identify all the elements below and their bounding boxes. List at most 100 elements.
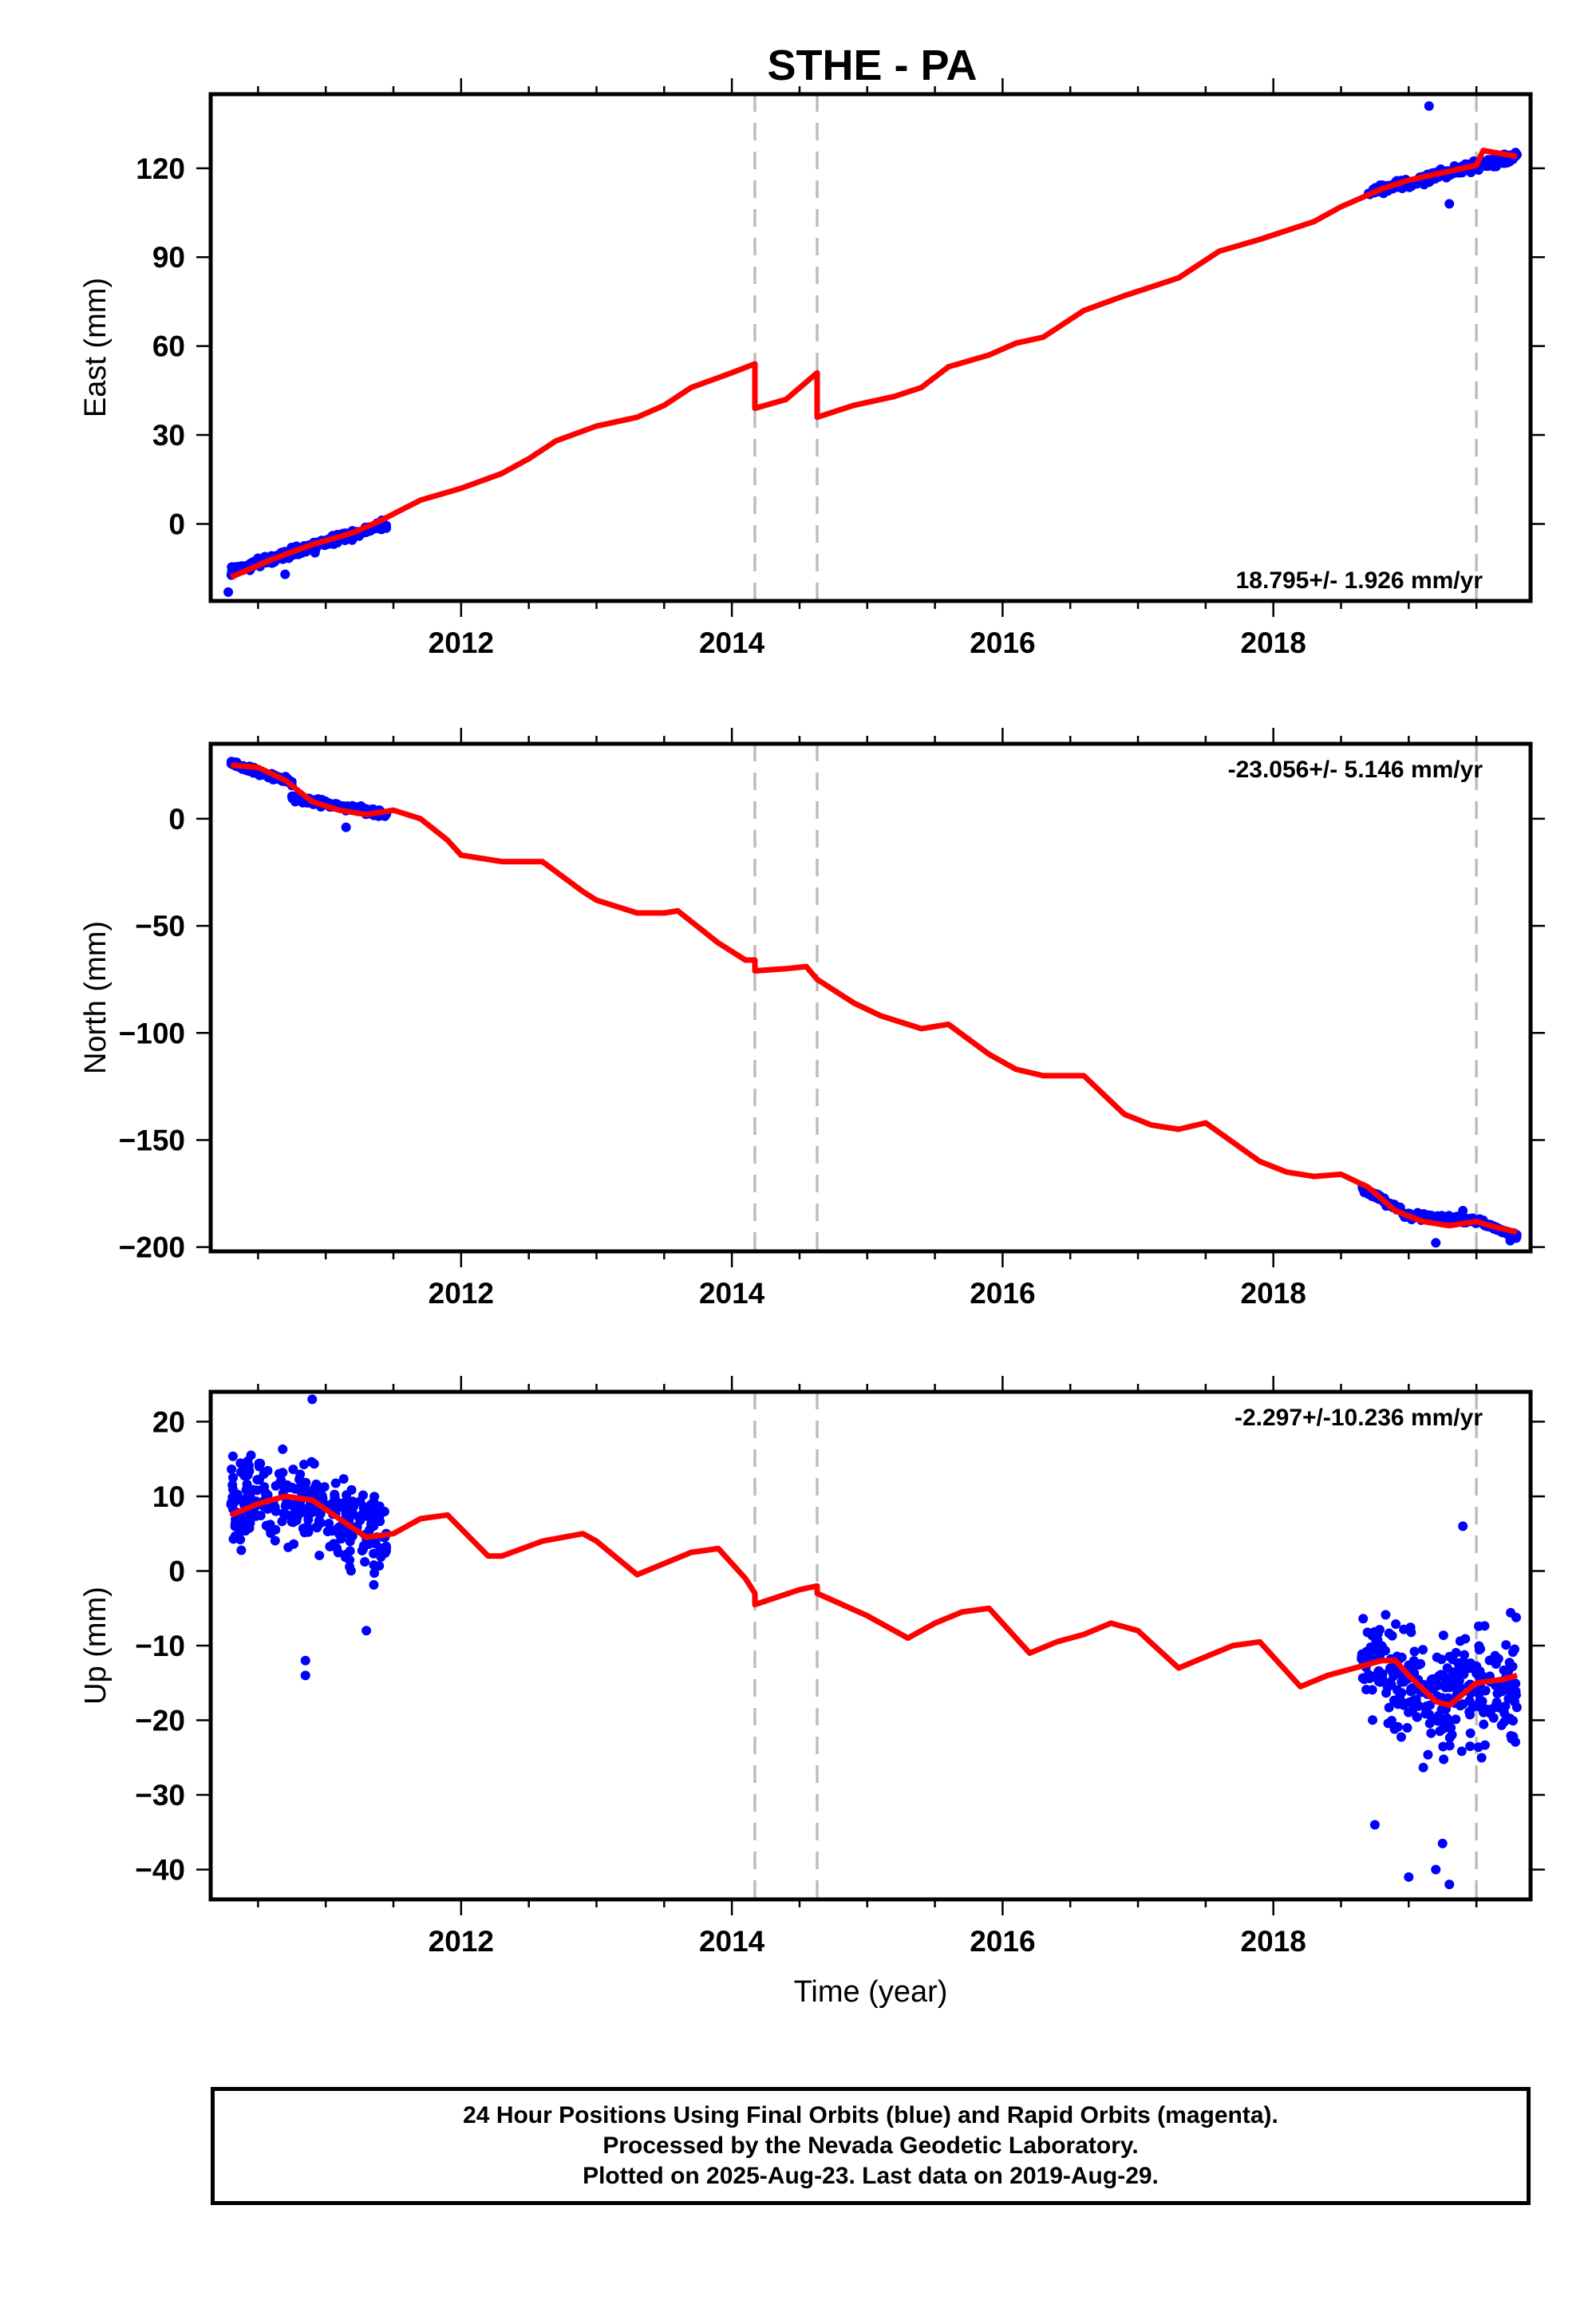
y-tick-label: 90 <box>152 241 185 274</box>
data-point <box>1495 1702 1505 1713</box>
data-point <box>1438 1630 1448 1641</box>
data-point <box>1438 1670 1448 1681</box>
data-point <box>360 1557 370 1567</box>
data-point <box>1474 1641 1484 1651</box>
data-point <box>1465 1709 1476 1720</box>
data-point <box>366 1505 377 1516</box>
data-point <box>1431 1864 1441 1875</box>
data-point <box>1487 161 1498 172</box>
data-point <box>340 1552 350 1563</box>
data-point <box>1398 1700 1408 1710</box>
data-point <box>1396 1677 1407 1687</box>
data-point <box>1492 1689 1503 1699</box>
data-point <box>1366 1672 1377 1682</box>
data-point <box>235 1458 246 1468</box>
data-point <box>1444 1741 1455 1751</box>
y-tick-label: 0 <box>168 508 185 540</box>
data-point <box>263 1490 273 1500</box>
data-point <box>1423 1749 1433 1760</box>
data-point <box>255 1511 266 1521</box>
data-point <box>1399 1624 1409 1634</box>
y-tick-label: 0 <box>168 1555 185 1587</box>
y-axis-label: East (mm) <box>79 278 113 417</box>
x-tick-label: 2014 <box>699 1277 765 1310</box>
data-point <box>1456 1701 1466 1711</box>
data-point <box>1369 1820 1380 1830</box>
data-point <box>283 1542 294 1552</box>
data-point <box>381 523 392 533</box>
data-point <box>1389 1695 1399 1705</box>
footer-line-orbits: 24 Hour Positions Using Final Orbits (bl… <box>463 2102 1278 2128</box>
data-point <box>1444 1651 1455 1662</box>
data-point <box>302 1521 313 1531</box>
data-point <box>1384 1702 1394 1713</box>
data-point <box>338 1474 349 1484</box>
data-point <box>1511 1612 1521 1622</box>
data-point <box>1431 1238 1441 1248</box>
data-point <box>1465 1741 1476 1752</box>
data-point <box>1505 1235 1515 1246</box>
data-point <box>341 822 351 832</box>
data-point <box>1437 1838 1448 1848</box>
data-point <box>1406 1627 1416 1638</box>
data-point <box>1509 1694 1519 1705</box>
data-point <box>228 1484 239 1495</box>
data-point <box>369 1579 379 1590</box>
data-point <box>346 1510 357 1520</box>
data-point <box>1458 1521 1468 1531</box>
data-point <box>1418 1762 1428 1773</box>
data-point <box>1439 1214 1449 1224</box>
y-tick-label: −30 <box>135 1779 185 1812</box>
data-point <box>1456 1746 1467 1757</box>
y-axis-label: Up (mm) <box>79 1587 113 1705</box>
data-point <box>346 1499 356 1509</box>
data-point <box>1389 1724 1400 1734</box>
data-point <box>263 1465 273 1476</box>
y-tick-label: 60 <box>152 330 185 363</box>
data-point <box>322 1526 333 1536</box>
plot-frame <box>208 1389 1533 1902</box>
data-point <box>369 1567 380 1578</box>
data-point <box>1488 1713 1499 1723</box>
x-tick-label: 2014 <box>699 1925 765 1958</box>
data-point <box>1455 1682 1465 1693</box>
plot-frame <box>208 741 1533 1254</box>
y-tick-label: 30 <box>152 419 185 452</box>
data-point <box>1426 1674 1436 1685</box>
data-point <box>228 1472 239 1483</box>
data-point <box>345 1536 355 1547</box>
data-point <box>1384 1628 1394 1638</box>
y-tick-label: −50 <box>135 910 185 943</box>
data-point <box>1439 1754 1449 1765</box>
data-point <box>1381 1610 1391 1620</box>
data-point <box>233 1493 243 1504</box>
data-point <box>261 1520 271 1531</box>
data-point <box>242 1479 252 1489</box>
east-panel: 2012 2014 2016 2018 0 30 60 90 120 East (mm) 18.79… <box>79 78 1545 659</box>
data-point <box>227 1464 237 1474</box>
data-point <box>1433 1710 1444 1721</box>
north-panel: 2012 2014 2016 2018 0 −50 −100 −150 −200 North (m… <box>79 728 1545 1310</box>
x-tick-label: 2016 <box>970 1277 1035 1310</box>
data-point <box>298 1460 309 1470</box>
data-point <box>1396 1732 1406 1742</box>
data-point <box>259 1482 270 1492</box>
data-point <box>1426 1728 1436 1738</box>
data-point <box>290 791 300 801</box>
footer-line-processed: Processed by the Nevada Geodetic Laborat… <box>602 2132 1139 2159</box>
data-point <box>1375 1677 1385 1687</box>
x-tick-label: 2012 <box>429 626 494 659</box>
data-point <box>334 1528 344 1539</box>
data-point <box>1476 1753 1487 1763</box>
model-fit-line <box>230 1493 1518 1709</box>
data-point <box>1468 1702 1478 1713</box>
data-point <box>1358 1614 1369 1624</box>
x-tick-label: 2018 <box>1241 626 1306 659</box>
data-point <box>300 1670 310 1681</box>
data-point <box>1479 1621 1490 1631</box>
data-point <box>324 1519 334 1529</box>
data-point <box>1424 1718 1435 1729</box>
x-tick-label: 2018 <box>1241 1925 1306 1958</box>
data-point <box>1484 1655 1495 1666</box>
